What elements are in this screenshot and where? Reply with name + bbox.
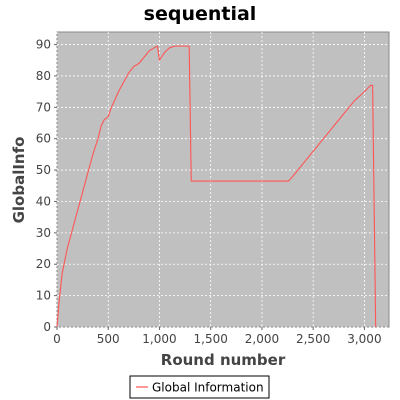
series-line-global-information [56,45,377,328]
series-layer [56,45,377,328]
y-axis-label: GlobalInfo [10,137,28,224]
grid-lines [56,32,389,328]
y-tick-label: 40 [36,194,51,208]
y-tick-label: 30 [36,226,51,240]
x-tick-label: 1,000 [142,332,176,346]
y-tick-label: 70 [36,100,51,114]
y-tick-label: 80 [36,69,51,83]
legend-label-global-information: Global Information [152,381,264,395]
x-tick-label: 3,000 [347,332,381,346]
legend: Global Information [129,375,270,399]
y-tick-label: 90 [36,38,51,52]
legend-box [129,375,270,399]
x-tick-label: 0 [53,332,61,346]
x-tick-label: 500 [97,332,120,346]
x-axis-label: Round number [161,351,286,369]
y-tick-label: 20 [36,257,51,271]
y-tick-label: 60 [36,132,51,146]
chart-title: sequential [144,3,257,25]
y-tick-label: 10 [36,289,51,303]
y-tick-label: 50 [36,163,51,177]
x-tick-label: 1,500 [194,332,228,346]
y-tick-label: 0 [43,320,51,334]
plot-area [56,31,390,328]
x-tick-label: 2,000 [245,332,279,346]
axis-ticks: 0 500 1,000 1,500 2,000 2,500 3,000 0 10 20 30 40 50… [36,38,382,346]
x-tick-label: 2,500 [296,332,330,346]
